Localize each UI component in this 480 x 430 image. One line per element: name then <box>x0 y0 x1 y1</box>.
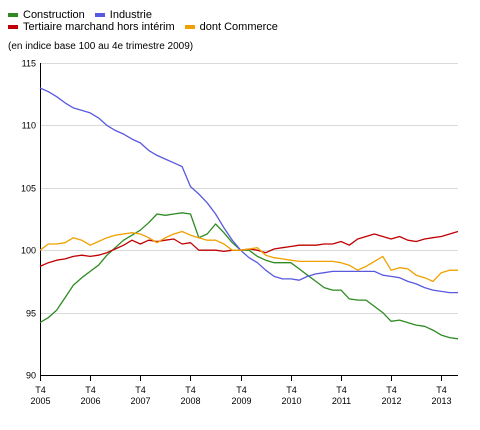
series-lines <box>39 87 459 340</box>
legend-swatch-commerce <box>184 25 195 29</box>
legend-label-industrie: Industrie <box>109 9 152 21</box>
x-tick-label-t4-2010: T4 <box>286 385 297 395</box>
legend-label-tertiaire: Tertiaire marchand hors intérim <box>23 21 175 33</box>
x-tick-label-year-2012: 2012 <box>381 396 401 406</box>
legend-swatch-industrie <box>94 13 105 17</box>
x-tick-label-year-2011: 2011 <box>332 396 351 406</box>
x-tick-label-year-2007: 2007 <box>130 396 150 406</box>
legend-swatch-tertiaire <box>8 25 18 29</box>
series-line-construction <box>39 212 459 340</box>
series-line-dont-commerce <box>39 230 458 283</box>
y-tick-label-95: 95 <box>26 309 36 319</box>
y-tick-labels: 90 95 100 105 110 115 <box>21 59 36 381</box>
series-line-industrie <box>39 87 458 294</box>
x-tick-label-year-2006: 2006 <box>80 396 100 406</box>
y-tick-label-100: 100 <box>21 246 36 256</box>
x-tick-labels: T42005T42006T42007T42008T42009T42010T420… <box>30 385 451 406</box>
axes <box>40 63 458 381</box>
x-tick-label-t4-2012: T4 <box>386 385 397 395</box>
y-tick-label-110: 110 <box>22 121 36 131</box>
legend-row-1: Construction Industrie <box>8 9 288 21</box>
x-tick-label-year-2008: 2008 <box>180 396 200 406</box>
x-tick-label-year-2009: 2009 <box>231 396 251 406</box>
x-tick-label-t4-2008: T4 <box>185 385 196 395</box>
legend-item-construction: Construction <box>8 9 85 21</box>
y-tick-label-105: 105 <box>21 184 36 194</box>
y-tick-label-115: 115 <box>22 59 36 69</box>
legend-item-commerce: dont Commerce <box>184 21 278 33</box>
chart-subtitle: (en indice base 100 au 4e trimestre 2009… <box>8 41 194 52</box>
y-tick-label-90: 90 <box>26 371 36 381</box>
x-tick-label-t4-2013: T4 <box>436 385 447 395</box>
legend-item-tertiaire: Tertiaire marchand hors intérim <box>8 21 175 33</box>
grid-lines <box>40 63 458 314</box>
legend-label-construction: Construction <box>23 9 85 21</box>
x-tick-label-t4-2011: T4 <box>336 385 347 395</box>
x-tick-label-year-2005: 2005 <box>30 396 50 406</box>
x-tick-label-t4-2007: T4 <box>135 385 146 395</box>
x-tick-label-t4-2005: T4 <box>35 385 46 395</box>
legend-row-2: Tertiaire marchand hors intérim dont Com… <box>8 21 288 33</box>
legend-swatch-construction <box>8 13 18 17</box>
x-tick-label-t4-2006: T4 <box>85 385 96 395</box>
x-tick-label-t4-2009: T4 <box>236 385 247 395</box>
x-tick-label-year-2010: 2010 <box>281 396 301 406</box>
legend: Construction Industrie Tertiaire marchan… <box>8 9 288 33</box>
x-tick-label-year-2013: 2013 <box>431 396 451 406</box>
legend-label-commerce: dont Commerce <box>199 21 278 33</box>
legend-item-industrie: Industrie <box>94 9 152 21</box>
